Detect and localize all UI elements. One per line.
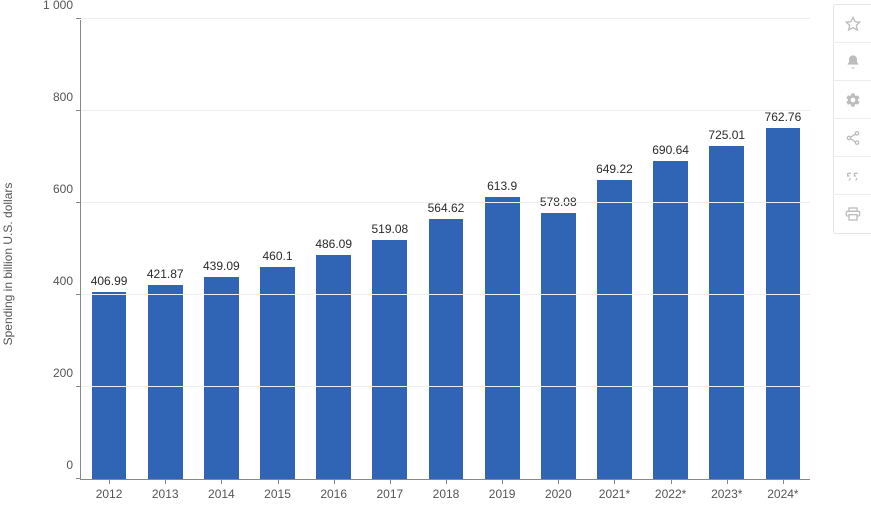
x-tick-mark (165, 479, 166, 484)
bar-value-label: 649.22 (596, 162, 633, 180)
y-tick-label: 200 (53, 366, 81, 380)
gridline (81, 294, 810, 295)
bar[interactable]: 564.62 (429, 219, 464, 479)
bar[interactable]: 519.08 (372, 240, 407, 479)
bar-value-label: 406.99 (91, 274, 128, 292)
x-tick-mark (783, 479, 784, 484)
bar-value-label: 613.9 (487, 179, 517, 197)
y-tick-mark (76, 386, 81, 387)
star-icon (845, 16, 861, 32)
bar-value-label: 690.64 (652, 143, 689, 161)
y-tick-label: 600 (53, 182, 81, 196)
bar-slot: 486.09 (306, 20, 362, 479)
x-tick-mark (502, 479, 503, 484)
bar-value-label: 460.1 (263, 249, 293, 267)
gridline (81, 386, 810, 387)
settings-button[interactable] (834, 81, 871, 119)
y-tick-mark (76, 18, 81, 19)
x-tick-mark (278, 479, 279, 484)
gridline (81, 18, 810, 19)
bar-slot: 406.99 (81, 20, 137, 479)
x-tick-mark (727, 479, 728, 484)
bar-value-label: 486.09 (315, 237, 352, 255)
bar-slot: 564.62 (418, 20, 474, 479)
chart-container: Spending in billion U.S. dollars 406.994… (0, 0, 830, 527)
side-toolbar (833, 4, 871, 234)
y-tick-label: 800 (53, 90, 81, 104)
x-tick-mark (614, 479, 615, 484)
print-button[interactable] (834, 195, 871, 233)
bar[interactable]: 725.01 (709, 146, 744, 480)
share-icon (845, 130, 861, 146)
x-tick-mark (390, 479, 391, 484)
bar[interactable]: 578.08 (541, 213, 576, 479)
favorite-button[interactable] (834, 5, 871, 43)
bar-slot: 725.01 (699, 20, 755, 479)
share-button[interactable] (834, 119, 871, 157)
gridline (81, 110, 810, 111)
quote-icon (845, 168, 861, 184)
bar-slot: 690.64 (643, 20, 699, 479)
y-tick-mark (76, 478, 81, 479)
y-tick-mark (76, 294, 81, 295)
bar[interactable]: 690.64 (653, 161, 688, 479)
x-tick-mark (109, 479, 110, 484)
bar-value-label: 725.01 (708, 128, 745, 146)
bar-slot: 578.08 (530, 20, 586, 479)
bar[interactable]: 486.09 (316, 255, 351, 479)
y-tick-label: 400 (53, 274, 81, 288)
bar-value-label: 564.62 (428, 201, 465, 219)
x-tick-mark (334, 479, 335, 484)
bar[interactable]: 439.09 (204, 277, 239, 479)
gear-icon (845, 92, 861, 108)
x-tick-mark (446, 479, 447, 484)
bar-slot: 613.9 (474, 20, 530, 479)
y-tick-mark (76, 110, 81, 111)
citation-button[interactable] (834, 157, 871, 195)
y-tick-mark (76, 202, 81, 203)
bar-slot: 519.08 (362, 20, 418, 479)
bar-value-label: 519.08 (371, 222, 408, 240)
x-tick-mark (558, 479, 559, 484)
bar[interactable]: 649.22 (597, 180, 632, 479)
bar-value-label: 762.76 (765, 110, 802, 128)
bar-slot: 439.09 (193, 20, 249, 479)
bar-slot: 649.22 (586, 20, 642, 479)
x-tick-mark (671, 479, 672, 484)
bell-icon (845, 54, 861, 70)
y-axis-label: Spending in billion U.S. dollars (1, 182, 15, 345)
bar[interactable]: 421.87 (148, 285, 183, 479)
bar-slot: 421.87 (137, 20, 193, 479)
bar-slot: 762.76 (755, 20, 811, 479)
bar-value-label: 439.09 (203, 259, 240, 277)
bar[interactable]: 762.76 (766, 128, 801, 479)
y-tick-label: 0 (66, 458, 81, 472)
notify-button[interactable] (834, 43, 871, 81)
y-tick-label: 1 000 (43, 0, 81, 12)
bar[interactable]: 613.9 (485, 197, 520, 479)
plot-area: 406.99 421.87 439.09 460.1 486.09 519.08 564.6… (80, 20, 810, 480)
bar-slot: 460.1 (249, 20, 305, 479)
bar-value-label: 421.87 (147, 267, 184, 285)
gridline (81, 202, 810, 203)
bar[interactable]: 460.1 (260, 267, 295, 479)
bar-value-label: 578.08 (540, 195, 577, 213)
x-tick-mark (221, 479, 222, 484)
print-icon (845, 206, 861, 222)
